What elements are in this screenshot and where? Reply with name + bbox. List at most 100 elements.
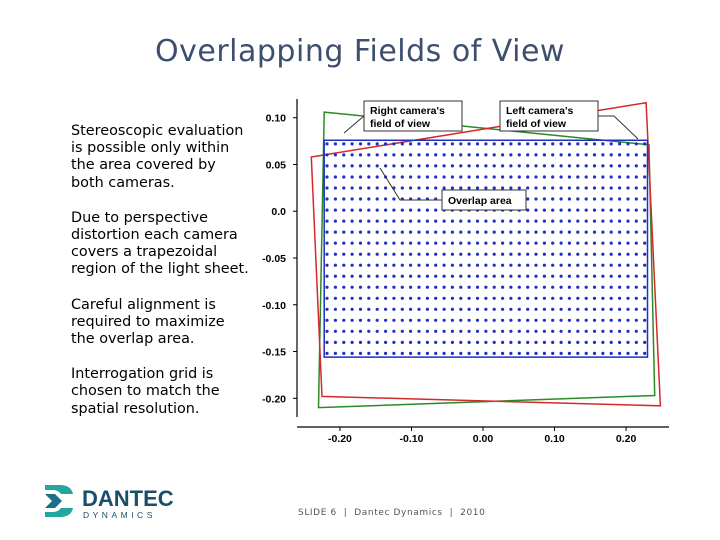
grid-point [626,208,630,212]
grid-point [618,329,622,333]
grid-point [425,263,429,267]
grid-point [534,307,538,311]
grid-point [609,252,613,256]
grid-point [392,263,396,267]
grid-point [400,307,404,311]
grid-point [634,208,638,212]
grid-point [434,219,438,223]
grid-point [542,307,546,311]
grid-point [517,296,521,300]
grid-point [634,164,638,168]
grid-point [450,263,454,267]
grid-point [601,186,605,190]
grid-point [526,296,530,300]
logo-name: DANTEC [82,486,174,511]
grid-point [609,175,613,179]
grid-point [325,164,329,168]
grid-point [375,208,379,212]
grid-point [384,197,388,201]
grid-point [325,296,329,300]
grid-point [375,296,379,300]
grid-point [367,241,371,245]
y-tick-label: 0.10 [266,113,287,125]
x-tick-label: 0.10 [544,433,565,444]
grid-point [450,175,454,179]
grid-point [342,252,346,256]
grid-point [551,351,555,355]
grid-point [442,241,446,245]
grid-point [592,175,597,179]
grid-point [634,274,638,278]
grid-point [384,208,388,212]
grid-point [484,142,488,146]
grid-point [576,153,580,157]
grid-point [643,274,647,278]
grid-point [325,307,329,311]
grid-point [609,219,613,223]
grid-point [634,219,638,223]
grid-point [367,274,371,278]
grid-point [609,208,613,212]
grid-point [567,340,571,344]
grid-point [501,329,505,333]
grid-point [584,142,588,146]
grid-point [384,318,388,322]
grid-point [417,351,421,355]
grid-point [375,329,379,333]
grid-point [576,263,580,267]
grid-point [475,340,480,344]
grid-point [592,296,597,300]
grid-point [626,340,630,344]
grid-point [567,329,571,333]
grid-point [509,186,513,190]
grid-point [501,153,505,157]
grid-point [601,175,605,179]
grid-point [358,252,363,256]
grid-point [367,186,371,190]
grid-point [526,186,530,190]
grid-point [333,329,337,333]
grid-point [601,318,605,322]
grid-point [576,197,580,201]
grid-point [584,164,588,168]
grid-point [567,142,571,146]
grid-point [576,164,580,168]
grid-point [350,263,354,267]
grid-point [509,230,513,234]
grid-point [375,175,379,179]
x-tick-label: -0.20 [328,433,352,444]
grid-point [434,263,438,267]
grid-point [350,230,354,234]
grid-point [358,208,363,212]
grid-point [325,241,329,245]
grid-point [492,285,496,289]
grid-point [425,219,429,223]
grid-point [534,164,538,168]
grid-point [576,230,580,234]
grid-point [509,241,513,245]
grid-point [517,263,521,267]
grid-point [434,340,438,344]
grid-point [526,241,530,245]
grid-point [618,296,622,300]
grid-point [442,164,446,168]
overlap-area-region [323,139,649,358]
grid-point [467,296,471,300]
grid-point [526,219,530,223]
paragraph-interrogation-grid: Interrogation grid is chosen to match th… [71,366,220,417]
grid-point [576,219,580,223]
grid-point [542,296,546,300]
grid-point [325,252,329,256]
grid-point [618,153,622,157]
grid-point [609,241,613,245]
grid-point [367,329,371,333]
grid-point [501,285,505,289]
grid-point [392,274,396,278]
grid-point [375,351,379,355]
grid-point [342,274,346,278]
grid-point [333,351,337,355]
grid-point [484,252,488,256]
grid-point [325,142,329,146]
grid-point [442,153,446,157]
grid-point [618,208,622,212]
